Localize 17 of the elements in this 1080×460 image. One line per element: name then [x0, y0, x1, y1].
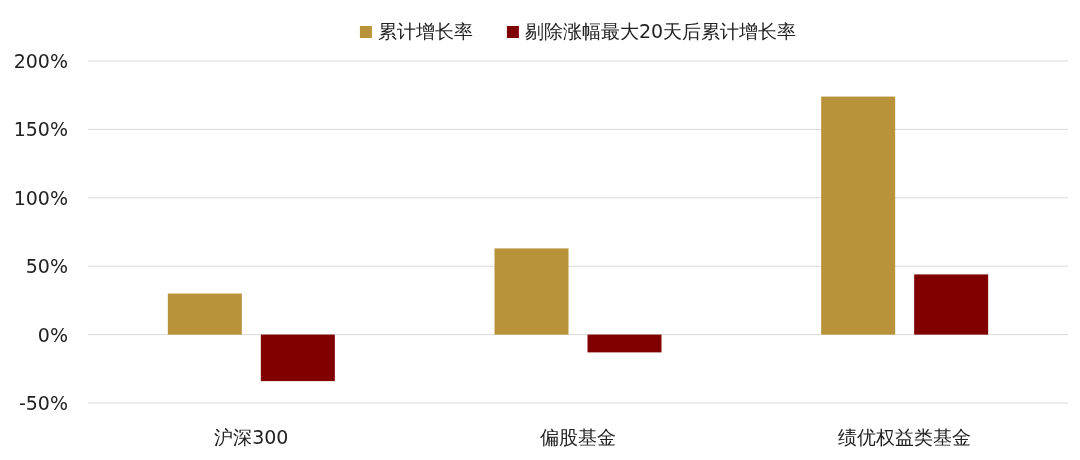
bar — [587, 334, 662, 353]
bar — [260, 334, 335, 382]
legend-label: 剔除涨幅最大20天后累计增长率 — [524, 20, 797, 42]
bar — [821, 96, 896, 335]
y-tick-label: 0% — [37, 323, 68, 346]
y-tick-label: 150% — [13, 118, 68, 141]
y-tick-label: 200% — [13, 50, 68, 72]
x-tick-label: 沪深300 — [214, 426, 289, 448]
bar — [167, 293, 242, 335]
bar — [494, 248, 569, 335]
bar — [914, 274, 989, 335]
y-tick-label: -50% — [18, 392, 68, 414]
y-tick-label: 50% — [25, 255, 68, 278]
x-tick-label: 偏股基金 — [540, 426, 616, 448]
x-tick-label: 绩优权益类基金 — [838, 426, 972, 448]
y-tick-label: 100% — [13, 186, 68, 209]
legend-label: 累计增长率 — [377, 20, 473, 42]
